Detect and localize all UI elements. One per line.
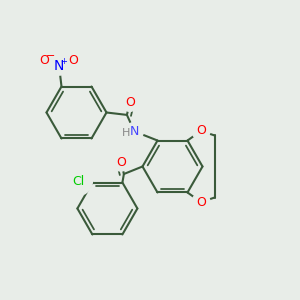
Circle shape	[125, 122, 143, 140]
Text: O: O	[39, 54, 49, 67]
Circle shape	[121, 93, 139, 111]
Text: N: N	[130, 125, 139, 138]
Text: O: O	[125, 96, 135, 109]
Circle shape	[50, 57, 68, 75]
Text: +: +	[60, 57, 67, 66]
Text: Cl: Cl	[72, 175, 84, 188]
Circle shape	[192, 193, 210, 211]
Text: O: O	[196, 124, 206, 137]
Text: H: H	[122, 128, 130, 138]
Circle shape	[112, 153, 130, 171]
Circle shape	[35, 52, 53, 70]
Text: O: O	[116, 155, 126, 169]
Text: O: O	[69, 54, 78, 67]
Circle shape	[64, 52, 82, 70]
Text: O: O	[196, 196, 206, 208]
Circle shape	[192, 122, 210, 140]
Circle shape	[64, 167, 92, 195]
Text: N: N	[54, 59, 64, 73]
Text: −: −	[46, 51, 56, 61]
